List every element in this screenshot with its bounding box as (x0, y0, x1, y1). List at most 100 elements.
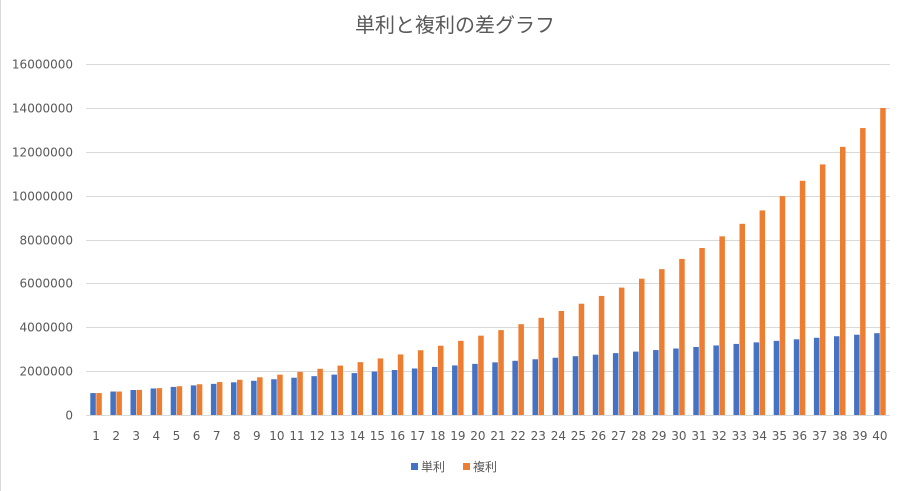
x-tick-label: 30 (671, 429, 686, 443)
bar-simple (231, 382, 237, 415)
y-tick-label: 16000000 (12, 58, 73, 72)
bar-compound (397, 354, 404, 415)
x-tick-label: 23 (531, 429, 546, 443)
x-tick-label: 14 (350, 429, 365, 443)
bar-simple (271, 379, 277, 415)
bar-simple (813, 337, 820, 415)
y-tick-label: 0 (65, 409, 73, 423)
bar-compound (699, 248, 705, 415)
bar-compound (478, 335, 484, 415)
x-tick-label: 20 (470, 429, 485, 443)
x-tick-label: 11 (289, 429, 304, 443)
x-tick-label: 9 (253, 429, 261, 443)
bar-compound (136, 389, 142, 415)
x-tick-label: 15 (370, 429, 385, 443)
bar-compound (679, 258, 685, 415)
x-tick-label: 36 (792, 429, 807, 443)
x-tick-label: 19 (450, 429, 465, 443)
y-axis-ticks: 0 2000000 4000000 6000000 8000000 10000000 120… (12, 58, 73, 423)
bar-simple (150, 388, 157, 415)
x-tick-label: 32 (712, 429, 727, 443)
bar-simple (532, 359, 538, 415)
bar-compound (578, 303, 585, 415)
bar-simple (713, 345, 719, 415)
bar-simple (773, 340, 780, 415)
x-tick-label: 38 (832, 429, 847, 443)
bar-compound (297, 371, 303, 415)
x-tick-label: 18 (430, 429, 445, 443)
x-tick-label: 10 (269, 429, 284, 443)
bars (90, 107, 886, 416)
x-tick-label: 22 (511, 429, 526, 443)
bar-simple (210, 383, 217, 415)
bar-compound (558, 311, 565, 415)
bar-compound (618, 287, 625, 415)
x-tick-label: 24 (551, 429, 566, 443)
bar-simple (512, 360, 518, 415)
x-tick-label: 39 (852, 429, 867, 443)
bar-simple (653, 350, 659, 415)
bar-compound (357, 362, 364, 415)
bar-simple (673, 348, 679, 415)
bar-compound (860, 128, 866, 415)
bar-compound (337, 365, 343, 415)
bar-compound (759, 210, 766, 415)
bar-simple (633, 351, 639, 415)
x-tick-label: 1 (92, 429, 100, 443)
x-tick-label: 13 (330, 429, 345, 443)
bar-simple (733, 343, 739, 415)
x-tick-label: 5 (173, 429, 181, 443)
x-tick-label: 2 (112, 429, 120, 443)
x-tick-label: 27 (611, 429, 626, 443)
y-tick-label: 6000000 (20, 277, 73, 291)
bar-compound (176, 386, 183, 415)
bar-compound (538, 317, 544, 415)
legend-label: 単利 (421, 460, 445, 474)
x-tick-label: 25 (571, 429, 586, 443)
chart-title: 単利と複利の差グラフ (355, 13, 555, 37)
x-tick-label: 21 (490, 429, 505, 443)
bar-simple (874, 333, 880, 415)
bar-compound (498, 330, 504, 415)
bar-simple (753, 342, 760, 415)
bar-compound (880, 107, 886, 415)
gridlines (86, 64, 890, 416)
bar-simple (190, 385, 197, 415)
bar-simple (693, 346, 699, 415)
bar-compound (196, 384, 203, 415)
bar-simple (331, 374, 337, 415)
bar-compound (377, 358, 384, 415)
x-tick-label: 34 (752, 429, 767, 443)
x-tick-label: 6 (193, 429, 201, 443)
x-tick-label: 31 (691, 429, 706, 443)
x-tick-label: 26 (591, 429, 606, 443)
x-tick-label: 33 (732, 429, 747, 443)
bar-compound (156, 388, 163, 415)
bar-compound (598, 295, 605, 415)
bar-simple (391, 370, 398, 415)
x-tick-label: 16 (390, 429, 405, 443)
bar-simple (110, 391, 116, 415)
legend-label: 複利 (473, 459, 497, 474)
bar-compound (277, 374, 283, 415)
x-tick-label: 40 (872, 429, 887, 443)
bar-simple (572, 356, 579, 415)
bar-compound (779, 196, 786, 415)
x-tick-label: 17 (410, 429, 425, 443)
bar-compound (799, 180, 806, 415)
bar-simple (130, 389, 136, 415)
bar-compound (739, 223, 745, 415)
bar-compound (840, 146, 846, 416)
bar-compound (96, 393, 102, 415)
bar-simple (592, 354, 599, 415)
x-tick-label: 8 (233, 429, 241, 443)
x-tick-label: 29 (651, 429, 666, 443)
bar-simple (452, 365, 458, 415)
x-axis-ticks: 1 2 3 4 5 6 7 8 9 10 11 12 13 14 15 16 17 18 19 20 21 22 23 24 2… (92, 429, 887, 443)
bar-simple (351, 373, 358, 415)
x-tick-label: 12 (310, 429, 325, 443)
y-tick-label: 12000000 (12, 146, 73, 160)
bar-simple (432, 366, 438, 415)
bar-simple (291, 377, 297, 415)
legend-swatch (411, 463, 418, 470)
